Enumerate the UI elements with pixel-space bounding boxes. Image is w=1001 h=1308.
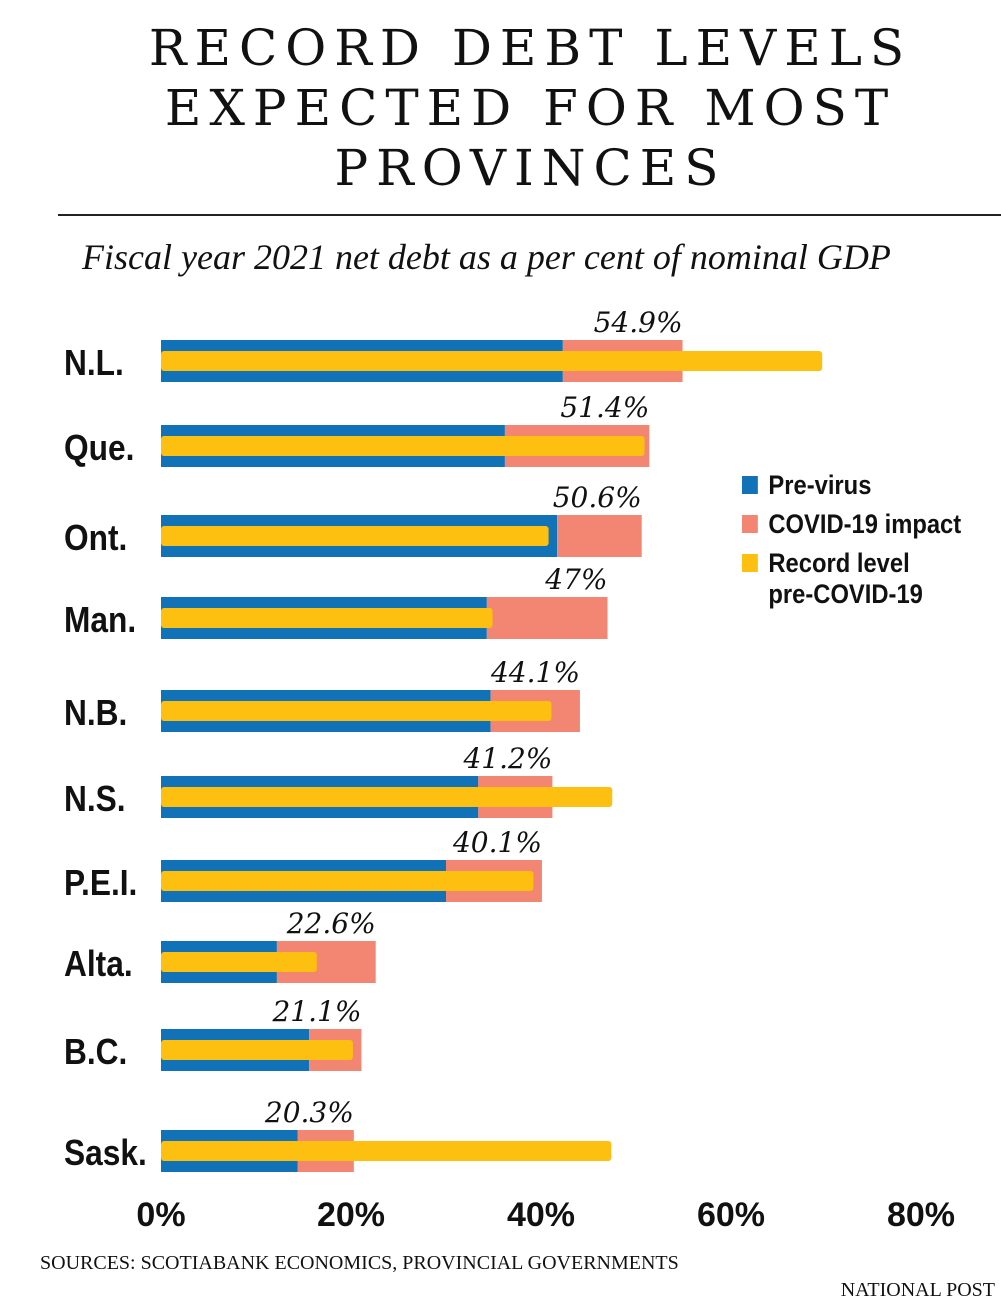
- bar-record-level: [161, 701, 552, 721]
- category-label: N.L.: [64, 343, 124, 383]
- credit: NATIONAL POST: [840, 1279, 995, 1301]
- legend-label: COVID-19 impact: [768, 509, 962, 539]
- data-label: 50.6%: [553, 481, 642, 514]
- data-label: 21.1%: [271, 995, 361, 1028]
- x-tick-label: 80%: [887, 1196, 955, 1234]
- legend-item-record: Record level pre-COVID-19: [742, 548, 961, 610]
- x-tick-label: 60%: [697, 1196, 765, 1234]
- x-tick-label: 20%: [317, 1196, 385, 1234]
- category-label: P.E.I.: [64, 863, 137, 903]
- bar-covid-impact: [557, 515, 642, 557]
- legend: Pre-virus COVID-19 impact Record level pr…: [742, 470, 961, 618]
- bar-record-level: [161, 351, 823, 371]
- data-label: 54.9%: [594, 306, 683, 339]
- chart-title: RECORD DEBT LEVELS EXPECTED FOR MOST PRO…: [148, 19, 913, 197]
- data-label: 41.2%: [462, 742, 552, 775]
- category-label: Que.: [64, 428, 134, 468]
- legend-item-covid: COVID-19 impact: [742, 509, 961, 540]
- legend-item-pre-virus: Pre-virus: [742, 470, 961, 501]
- legend-swatch: [742, 515, 758, 533]
- data-label: 47%: [544, 563, 607, 596]
- title-rule: [58, 214, 1001, 216]
- category-label: N.S.: [64, 779, 126, 819]
- bar-record-level: [161, 952, 317, 972]
- bar-record-level: [161, 526, 549, 546]
- legend-label: Record level pre-COVID-19: [768, 548, 923, 609]
- data-label: 20.3%: [264, 1096, 354, 1129]
- x-tick-label: 40%: [507, 1196, 575, 1234]
- legend-swatch: [742, 554, 758, 572]
- category-label: B.C.: [64, 1032, 127, 1072]
- legend-label: Pre-virus: [768, 470, 872, 500]
- data-label: 40.1%: [452, 826, 542, 859]
- data-label: 51.4%: [560, 391, 649, 424]
- bar-record-level: [161, 1040, 353, 1060]
- sources: SOURCES: SCOTIABANK ECONOMICS, PROVINCIA…: [40, 1252, 679, 1274]
- data-label: 44.1%: [490, 656, 580, 689]
- x-tick-label: 0%: [136, 1196, 185, 1234]
- legend-swatch: [742, 476, 758, 494]
- bar-record-level: [161, 871, 534, 891]
- bar-record-level: [161, 1141, 612, 1161]
- category-label: Alta.: [64, 944, 133, 984]
- category-label: Sask.: [64, 1133, 147, 1173]
- category-label: Ont.: [64, 518, 127, 558]
- bar-record-level: [161, 787, 613, 807]
- data-label: 22.6%: [286, 907, 376, 940]
- bar-record-level: [161, 608, 493, 628]
- bar-covid-impact: [486, 597, 608, 639]
- category-label: Man.: [64, 600, 136, 640]
- bar-record-level: [161, 436, 645, 456]
- chart-subtitle: Fiscal year 2021 net debt as a per cent …: [82, 237, 891, 277]
- category-label: N.B.: [64, 693, 127, 733]
